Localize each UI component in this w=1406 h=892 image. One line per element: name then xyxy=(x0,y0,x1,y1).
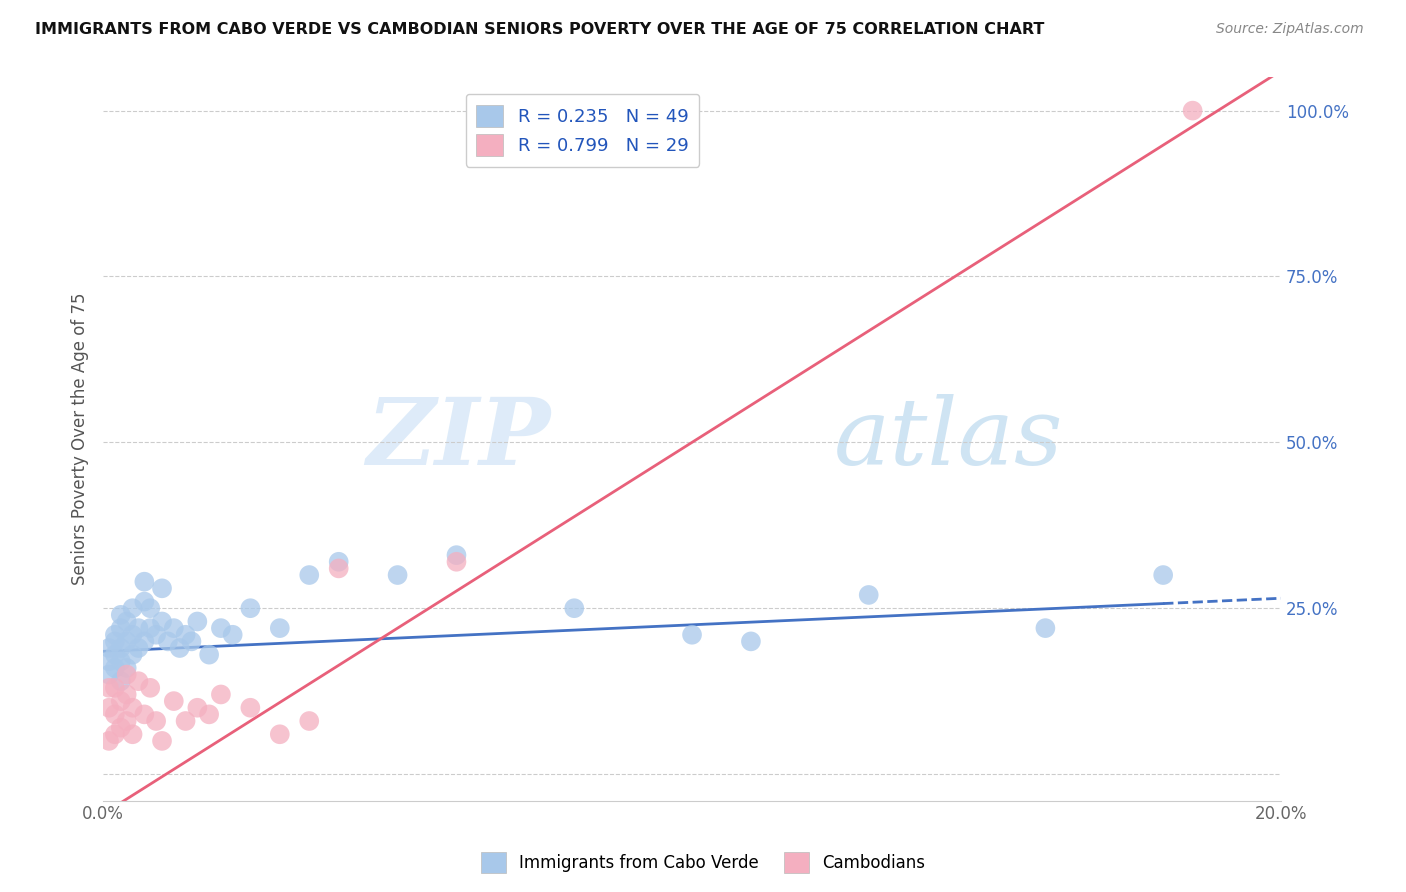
Legend: R = 0.235   N = 49, R = 0.799   N = 29: R = 0.235 N = 49, R = 0.799 N = 29 xyxy=(465,94,699,167)
Point xyxy=(163,621,186,635)
Point xyxy=(139,681,162,695)
Point xyxy=(1181,103,1204,118)
Point xyxy=(150,582,173,596)
Point xyxy=(198,707,221,722)
Point xyxy=(104,681,127,695)
Point xyxy=(446,555,468,569)
Point xyxy=(269,621,291,635)
Point xyxy=(104,648,127,662)
Text: IMMIGRANTS FROM CABO VERDE VS CAMBODIAN SENIORS POVERTY OVER THE AGE OF 75 CORRE: IMMIGRANTS FROM CABO VERDE VS CAMBODIAN … xyxy=(35,22,1045,37)
Point xyxy=(110,607,132,622)
Point xyxy=(163,694,186,708)
Point xyxy=(174,714,197,728)
Point xyxy=(110,654,132,668)
Point xyxy=(98,734,121,748)
Legend: Immigrants from Cabo Verde, Cambodians: Immigrants from Cabo Verde, Cambodians xyxy=(474,846,932,880)
Point xyxy=(134,574,156,589)
Point xyxy=(121,700,143,714)
Point xyxy=(115,714,138,728)
Point xyxy=(681,628,703,642)
Point xyxy=(134,707,156,722)
Point xyxy=(198,648,221,662)
Point xyxy=(115,667,138,681)
Point xyxy=(104,634,127,648)
Point xyxy=(269,727,291,741)
Point xyxy=(298,568,321,582)
Text: atlas: atlas xyxy=(834,394,1063,484)
Point xyxy=(446,548,468,562)
Point xyxy=(209,688,232,702)
Point xyxy=(169,640,191,655)
Point xyxy=(221,628,243,642)
Point xyxy=(98,654,121,668)
Point xyxy=(104,661,127,675)
Point xyxy=(127,674,149,689)
Point xyxy=(150,734,173,748)
Point xyxy=(104,628,127,642)
Point xyxy=(156,634,179,648)
Point xyxy=(98,681,121,695)
Point xyxy=(110,694,132,708)
Point xyxy=(104,727,127,741)
Point xyxy=(121,648,143,662)
Point xyxy=(1152,568,1174,582)
Point xyxy=(562,601,585,615)
Point xyxy=(298,714,321,728)
Point xyxy=(127,621,149,635)
Point xyxy=(328,561,350,575)
Point xyxy=(1035,621,1057,635)
Point xyxy=(174,628,197,642)
Point xyxy=(110,621,132,635)
Point xyxy=(150,615,173,629)
Point xyxy=(186,615,208,629)
Point xyxy=(328,555,350,569)
Point xyxy=(139,601,162,615)
Point xyxy=(145,714,167,728)
Point xyxy=(121,727,143,741)
Point xyxy=(110,721,132,735)
Point xyxy=(115,634,138,648)
Point xyxy=(387,568,409,582)
Point xyxy=(145,628,167,642)
Point xyxy=(110,674,132,689)
Point xyxy=(115,615,138,629)
Point xyxy=(121,601,143,615)
Point xyxy=(121,628,143,642)
Point xyxy=(134,634,156,648)
Text: Source: ZipAtlas.com: Source: ZipAtlas.com xyxy=(1216,22,1364,37)
Point xyxy=(139,621,162,635)
Point xyxy=(740,634,762,648)
Point xyxy=(858,588,880,602)
Text: ZIP: ZIP xyxy=(367,394,551,484)
Point xyxy=(98,667,121,681)
Point xyxy=(239,601,262,615)
Y-axis label: Seniors Poverty Over the Age of 75: Seniors Poverty Over the Age of 75 xyxy=(72,293,89,585)
Point xyxy=(115,661,138,675)
Point xyxy=(180,634,202,648)
Point xyxy=(134,594,156,608)
Point xyxy=(98,640,121,655)
Point xyxy=(186,700,208,714)
Point xyxy=(104,707,127,722)
Point xyxy=(209,621,232,635)
Point xyxy=(127,640,149,655)
Point xyxy=(110,640,132,655)
Point xyxy=(115,688,138,702)
Point xyxy=(239,700,262,714)
Point xyxy=(98,700,121,714)
